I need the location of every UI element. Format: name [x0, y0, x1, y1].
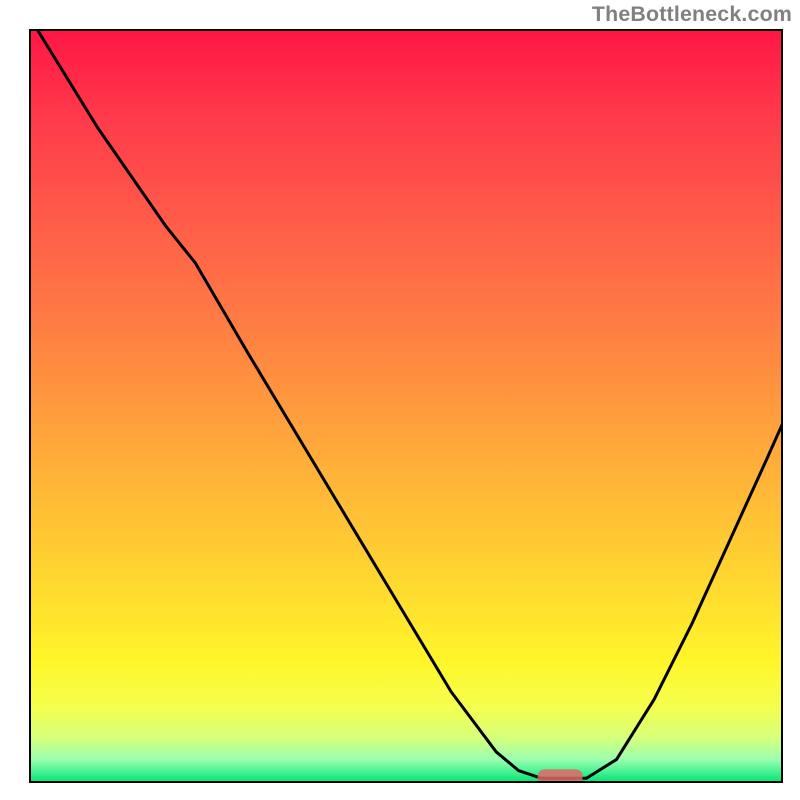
bottleneck-chart: TheBottleneck.com — [0, 0, 800, 800]
watermark-text: TheBottleneck.com — [592, 2, 792, 27]
chart-svg — [0, 0, 800, 800]
